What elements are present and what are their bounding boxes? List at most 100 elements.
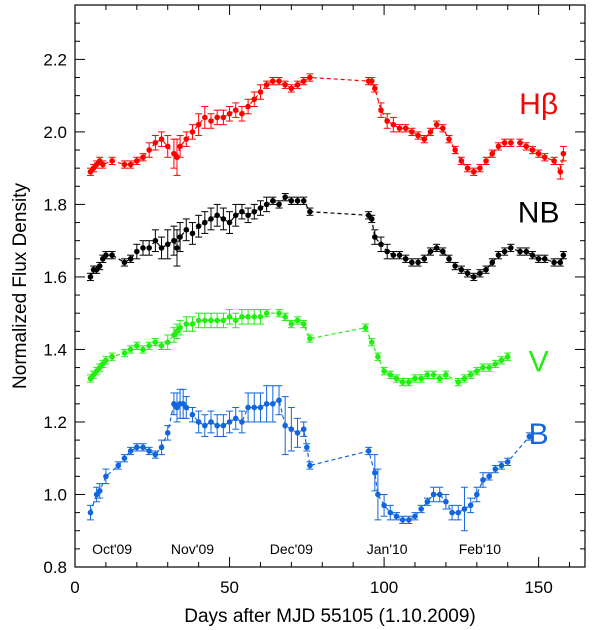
data-point [239,208,245,215]
data-point [220,216,227,222]
data-point [189,411,196,418]
data-point [381,368,387,375]
data-point [96,263,103,269]
data-point [208,419,214,425]
data-point [263,201,270,208]
data-point [214,422,220,429]
data-point [263,310,270,316]
y-tick-label: 2.0 [43,123,67,142]
x-tick-label: 150 [524,578,552,597]
data-point [424,498,431,505]
data-point [470,168,477,175]
data-point [529,252,536,258]
data-point [202,422,208,429]
data-point [183,321,190,327]
data-point [409,129,415,135]
data-point [245,103,251,110]
data-point [158,343,165,349]
series-line [89,399,530,521]
data-point [393,513,400,520]
data-point [402,256,409,262]
data-point [158,444,165,451]
data-point [300,426,307,433]
data-point [452,263,458,269]
data-point [517,139,523,146]
data-point [164,143,171,150]
y-tick-label: 0.8 [43,558,67,577]
data-point [214,114,220,121]
data-point [251,314,258,320]
data-point [390,252,397,258]
series-v-group [86,309,512,387]
data-point [245,212,251,219]
data-point [433,245,440,251]
data-point [245,404,251,411]
data-point [402,125,409,132]
data-point [195,121,202,128]
data-point [436,375,443,382]
plot-border [74,4,586,568]
data-point [480,477,486,483]
data-point [103,357,109,364]
axis-ticks: 0 50 100 150 0.8 1.0 1.2 1.4 1.6 1.8 2.0 2.2 [43,4,585,597]
data-point [288,321,295,327]
data-point [202,317,208,324]
data-point [121,259,128,266]
data-point [517,248,523,255]
data-point [300,197,307,204]
data-point [390,121,397,128]
data-point [96,488,103,494]
data-point [560,150,567,157]
data-point [183,136,190,142]
data-point [276,78,282,84]
data-point [412,513,418,520]
data-point [121,350,128,356]
y-tick-label: 1.0 [43,485,67,504]
data-point [276,397,282,404]
data-point [103,252,109,258]
data-point [257,89,264,95]
data-point [294,197,301,204]
data-point [412,375,418,382]
data-series [86,73,567,532]
data-point [387,509,394,516]
data-point [140,444,146,451]
data-point [140,346,146,353]
data-point [270,197,276,204]
data-point [477,165,483,171]
data-point [251,96,258,103]
data-point [294,81,301,88]
data-point [406,517,412,523]
data-point [140,245,146,251]
data-point [365,448,372,454]
data-point [220,422,227,429]
data-point [458,158,465,164]
data-point [529,147,536,153]
data-point [288,85,295,92]
data-point [220,114,227,121]
y-tick-label: 1.8 [43,195,67,214]
data-point [396,125,403,132]
series-label: Hβ [519,88,558,121]
data-point [458,266,465,273]
data-point [245,314,251,320]
data-point [257,314,264,320]
data-point [498,357,505,364]
data-point [214,212,220,219]
data-point [393,375,400,382]
y-tick-label: 2.2 [43,50,67,69]
data-point [127,448,134,454]
data-point [152,451,159,458]
data-point [498,462,505,469]
data-point [109,158,115,164]
data-point [232,107,239,113]
data-point [443,498,449,505]
x-tick-label: 100 [370,578,398,597]
data-point [208,216,214,222]
data-point [542,154,548,161]
data-point [164,241,171,248]
data-point [109,252,115,258]
data-point [263,81,270,88]
data-point [140,154,146,161]
